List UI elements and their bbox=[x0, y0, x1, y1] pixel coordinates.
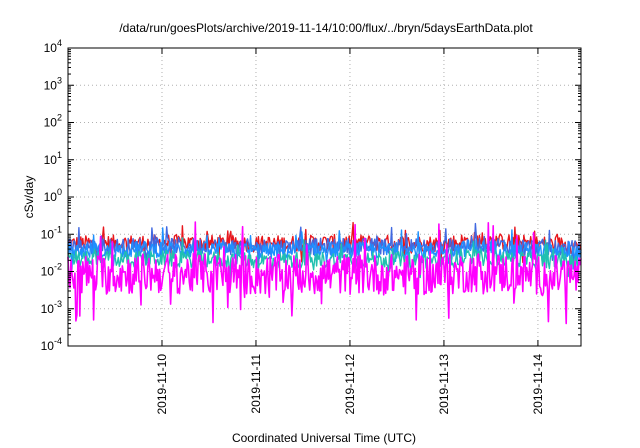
y-axis-label: cSv/day bbox=[22, 176, 36, 219]
y-axis: 10-4 10-3 10-2 10-1 100 101 102 103 104 bbox=[41, 38, 581, 353]
y-tick-label: 100 bbox=[44, 187, 62, 204]
y-tick-label: 104 bbox=[44, 38, 62, 55]
x-axis: 2019-11-10 2019-11-11 2019-11-12 2019-11-13… bbox=[155, 48, 545, 415]
y-tick-label: 10-1 bbox=[41, 224, 62, 241]
y-tick-label: 10-3 bbox=[41, 299, 62, 316]
y-tick-label: 10-2 bbox=[41, 262, 62, 279]
y-tick-label: 101 bbox=[44, 150, 62, 167]
series-layer bbox=[67, 221, 582, 325]
y-tick-label: 102 bbox=[44, 113, 62, 130]
chart-title: /data/run/goesPlots/archive/2019-11-14/1… bbox=[119, 21, 533, 35]
y-tick-label: 10-4 bbox=[41, 336, 62, 353]
x-tick-label: 2019-11-14 bbox=[531, 354, 545, 415]
x-tick-label: 2019-11-10 bbox=[155, 354, 169, 415]
x-axis-label: Coordinated Universal Time (UTC) bbox=[232, 431, 416, 445]
x-tick-label: 2019-11-11 bbox=[249, 354, 263, 414]
grid bbox=[68, 48, 581, 346]
x-tick-label: 2019-11-13 bbox=[437, 354, 451, 415]
x-tick-label: 2019-11-12 bbox=[343, 354, 357, 415]
y-tick-label: 103 bbox=[44, 75, 62, 92]
series-line bbox=[67, 227, 582, 271]
series-line bbox=[67, 221, 582, 325]
